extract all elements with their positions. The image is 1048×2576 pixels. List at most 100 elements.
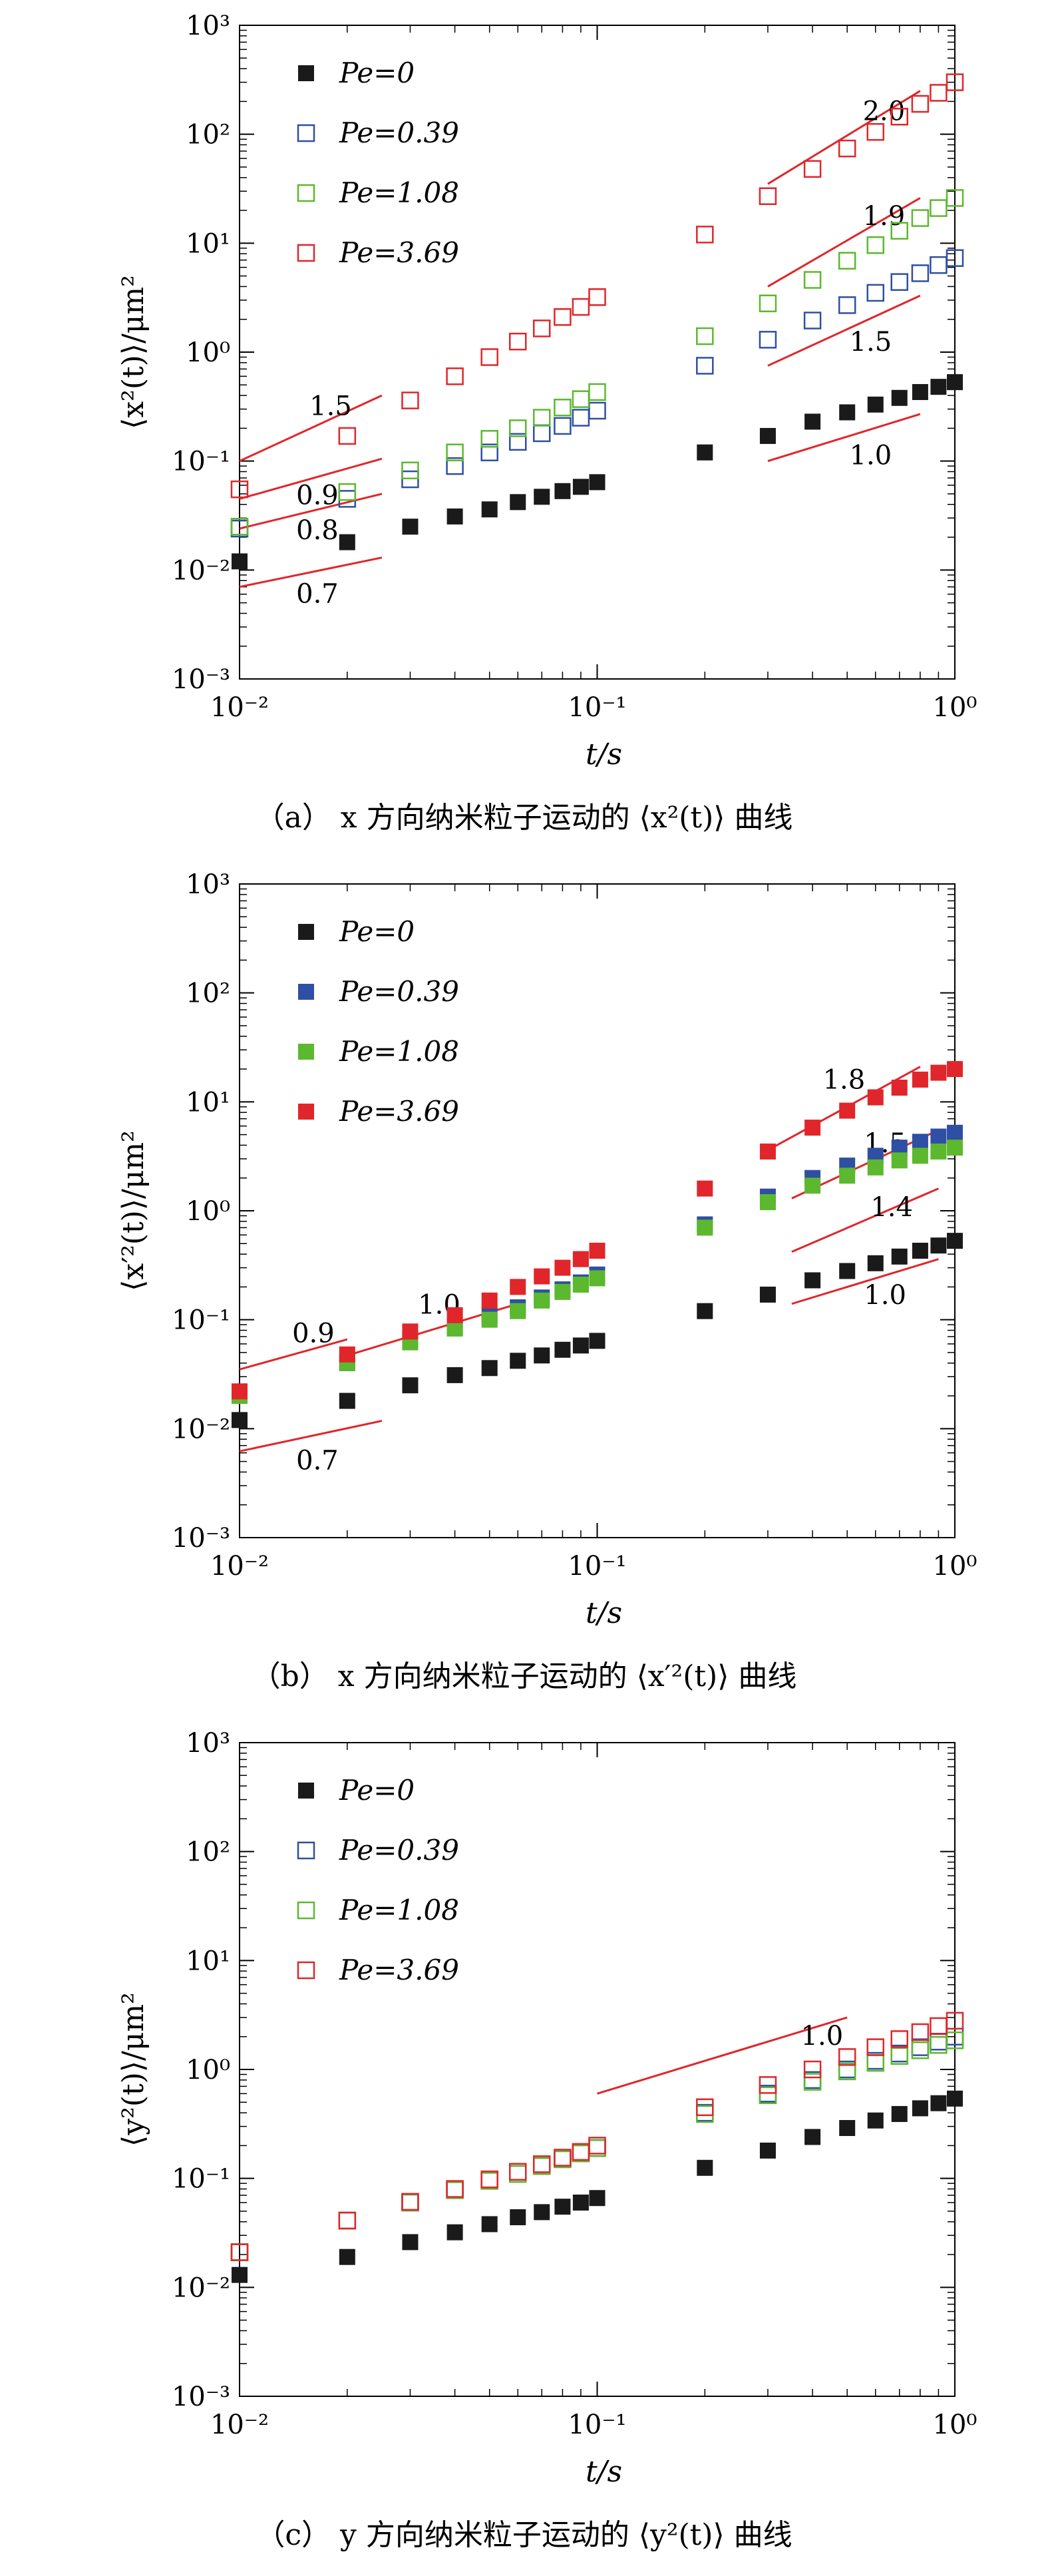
data-point — [890, 222, 908, 240]
y-tick-label: 10² — [186, 978, 230, 1009]
y-tick-label: 10⁻¹ — [172, 1305, 230, 1336]
slope-guide-line — [239, 1338, 348, 1371]
caption-a: （a） x 方向纳米粒子运动的 ⟨x²(t)⟩ 曲线 — [255, 801, 793, 835]
data-point — [446, 367, 464, 385]
data-point — [697, 1180, 713, 1197]
slope-guide-line — [791, 1258, 939, 1305]
data-point — [446, 508, 463, 525]
data-point — [696, 2105, 714, 2123]
slope-guide-label: 2.0 — [863, 96, 906, 126]
data-point — [480, 2172, 498, 2190]
data-point — [401, 2193, 419, 2211]
data-point — [867, 1089, 884, 1106]
legend-marker — [297, 184, 315, 202]
data-point — [930, 2017, 948, 2036]
x-tick-label: 10⁰ — [933, 692, 977, 723]
data-point — [572, 298, 590, 316]
y-tick-label: 10⁰ — [186, 1196, 230, 1227]
data-point — [572, 1276, 589, 1293]
slope-guide-label: 1.5 — [850, 327, 892, 357]
data-point — [930, 379, 947, 395]
x-tick-label: 10⁰ — [933, 1551, 977, 1582]
data-point — [867, 1159, 884, 1176]
data-point — [446, 2181, 464, 2199]
data-point — [532, 320, 551, 337]
data-point — [572, 409, 590, 427]
data-point — [572, 390, 590, 408]
data-point — [446, 2180, 464, 2198]
data-point — [839, 1263, 856, 1279]
data-point — [890, 2030, 908, 2048]
y-tick-label: 10¹ — [186, 1087, 230, 1118]
data-point — [696, 2098, 714, 2117]
data-point — [589, 2190, 606, 2207]
legend-label: Pe=3.69 — [339, 1954, 459, 1986]
legend-marker — [297, 1841, 315, 1860]
data-point — [838, 2062, 856, 2081]
y-tick-label: 10⁻³ — [172, 2382, 230, 2412]
data-point — [589, 1242, 606, 1259]
x-tick-label: 10⁰ — [933, 2410, 977, 2440]
data-point — [930, 1143, 947, 1160]
data-point — [891, 1152, 908, 1169]
data-point — [867, 396, 884, 413]
slope-guide-label: 0.7 — [296, 579, 339, 610]
data-point — [402, 519, 419, 535]
data-point — [911, 2041, 930, 2059]
legend-marker — [297, 1901, 315, 1920]
data-point — [554, 2150, 572, 2169]
data-point — [554, 2150, 572, 2169]
legend-marker — [297, 244, 315, 262]
data-point — [839, 1168, 856, 1184]
data-point — [402, 1377, 419, 1394]
legend-label: Pe=1.08 — [339, 1894, 459, 1926]
data-point — [804, 1178, 821, 1194]
data-point — [912, 1242, 928, 1259]
data-point — [532, 409, 551, 427]
data-point — [803, 271, 822, 289]
data-point — [554, 1259, 571, 1276]
slope-guide-line — [597, 2016, 848, 2095]
legend-label: Pe=3.69 — [339, 236, 459, 269]
data-point — [891, 389, 908, 406]
data-point — [339, 534, 355, 550]
data-point — [534, 1292, 550, 1309]
data-point — [912, 2100, 928, 2117]
data-point — [446, 443, 464, 461]
data-point — [866, 2038, 885, 2056]
slope-guide-line — [767, 90, 921, 185]
data-point — [930, 1064, 947, 1081]
chart-panel-c: 10⁻³ 10⁻² 10⁻¹ 10⁰ 10¹ 10² 10³ 10⁻² 10⁻¹ 10⁰ t/s ⟨y… — [0, 1717, 1048, 2576]
data-point — [930, 199, 948, 217]
data-point — [480, 2172, 498, 2190]
data-point — [759, 427, 776, 444]
slope-guide-label: 1.5 — [309, 391, 352, 421]
data-point — [947, 1124, 963, 1141]
data-point — [572, 2144, 590, 2163]
slope-guide-line — [239, 493, 383, 530]
slope-guide-label: 0.8 — [296, 515, 339, 546]
legend-marker — [298, 1104, 314, 1120]
data-point — [510, 1353, 526, 1369]
data-point — [510, 1303, 526, 1319]
data-point — [232, 1383, 248, 1400]
y-tick-label: 10⁻² — [172, 1414, 230, 1444]
data-point — [554, 483, 571, 499]
x-tick-label: 10⁻¹ — [568, 2410, 626, 2440]
y-tick-label: 10² — [186, 1837, 230, 1868]
slope-guide-label: 1.4 — [870, 1192, 913, 1223]
data-point — [509, 2163, 527, 2181]
data-point — [401, 461, 419, 480]
data-point — [554, 1341, 571, 1358]
y-tick-label: 10⁰ — [186, 2055, 230, 2085]
slope-guide-line — [239, 457, 383, 500]
data-point — [838, 296, 856, 314]
data-point — [803, 312, 822, 329]
data-point — [572, 2143, 590, 2161]
data-point — [338, 483, 357, 501]
y-tick-label: 10⁻³ — [172, 1523, 230, 1554]
legend-label: Pe=0 — [339, 57, 415, 89]
data-point — [338, 427, 357, 445]
